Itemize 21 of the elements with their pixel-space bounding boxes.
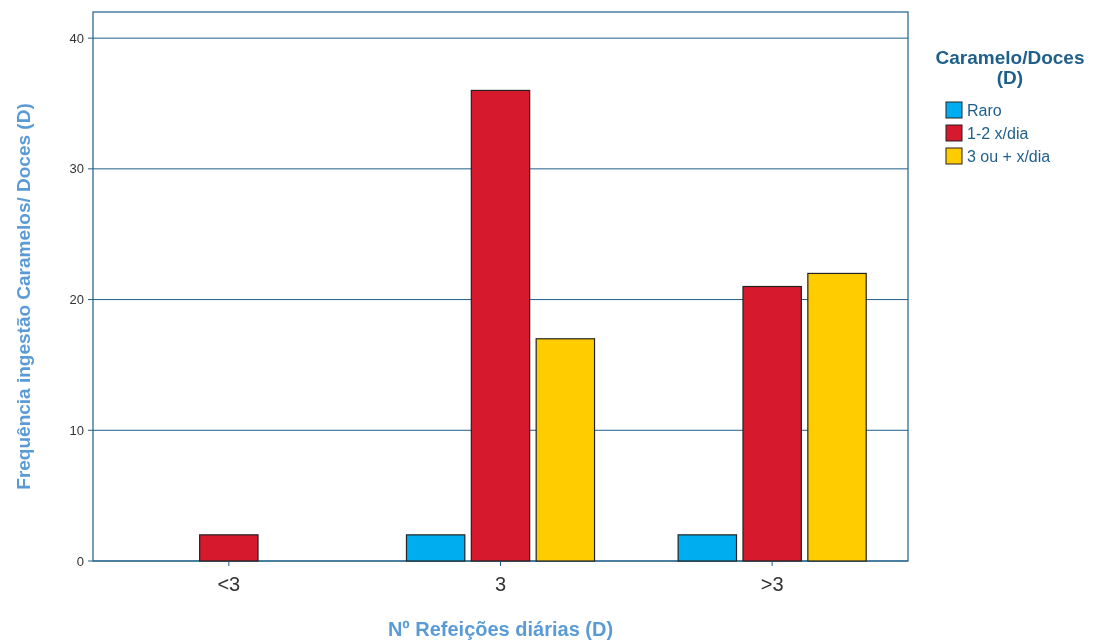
x-tick-label: <3 bbox=[217, 573, 241, 595]
x-tick-label: >3 bbox=[760, 573, 784, 595]
y-tick-label: 40 bbox=[69, 30, 84, 46]
legend-label: Raro bbox=[967, 101, 1002, 119]
y-tick-label: 20 bbox=[69, 292, 84, 308]
y-tick-label: 30 bbox=[69, 161, 84, 177]
bar bbox=[199, 534, 259, 562]
legend-label: 3 ou + x/dia bbox=[967, 147, 1051, 165]
y-tick-label: 10 bbox=[69, 422, 84, 438]
x-axis-title: Nº Refeições diárias (D) bbox=[387, 618, 614, 640]
bar bbox=[470, 89, 531, 562]
x-tick-label: 3 bbox=[494, 573, 507, 595]
legend-label: 1-2 x/dia bbox=[967, 124, 1029, 142]
y-tick-label: 0 bbox=[76, 553, 84, 569]
bar bbox=[742, 285, 802, 562]
legend-title: Caramelo/Doces (D) bbox=[935, 47, 1085, 88]
bar bbox=[405, 534, 466, 562]
y-axis-title: Frequência ingestão Caramelos/ Doces (D) bbox=[13, 103, 34, 490]
bar bbox=[677, 534, 738, 562]
bar bbox=[535, 338, 596, 562]
bar bbox=[807, 272, 867, 562]
